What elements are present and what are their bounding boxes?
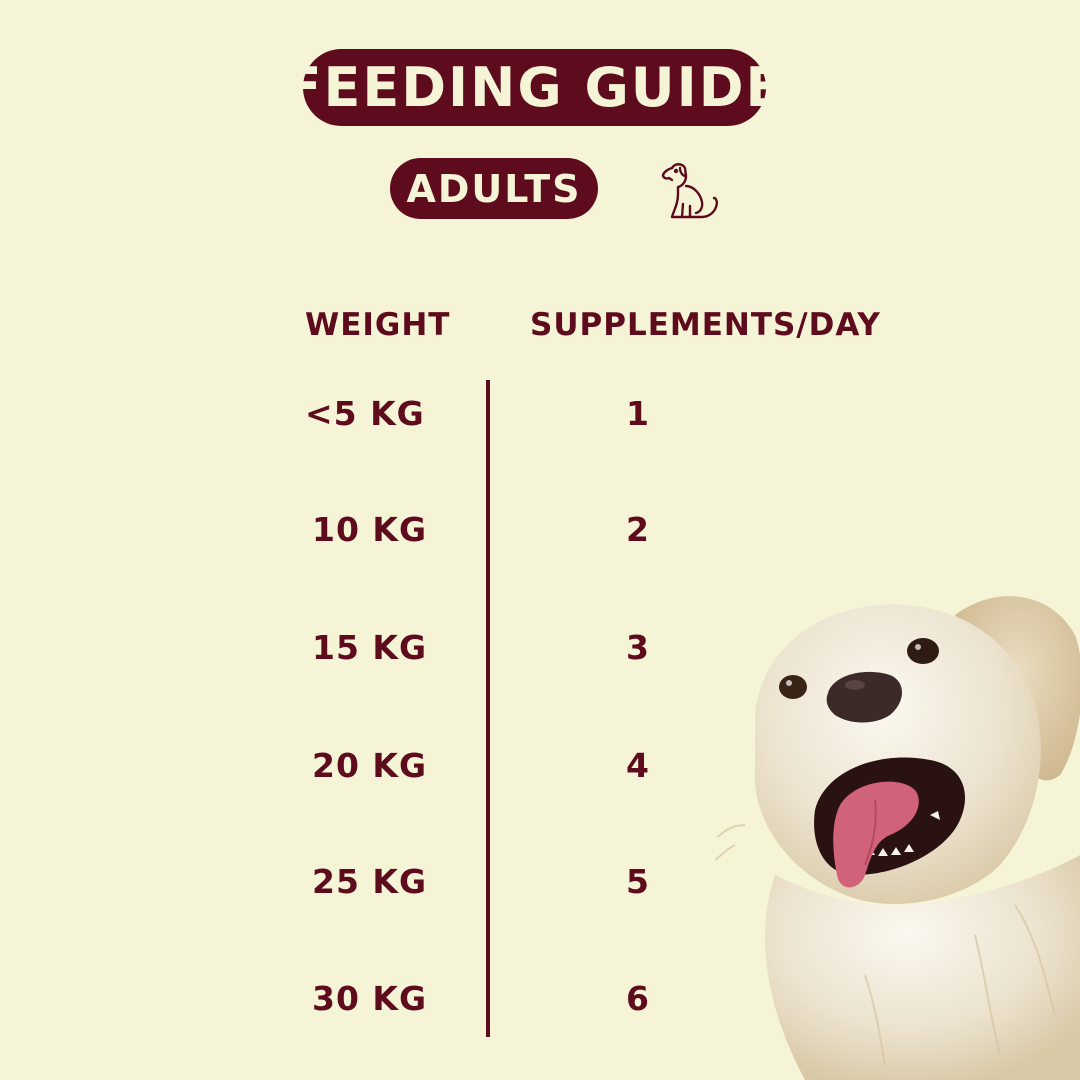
golden-retriever-photo [715, 596, 1080, 1080]
audience-badge: ADULTS [390, 158, 598, 219]
page-title-text: FEEDING GUIDE [284, 56, 785, 119]
supplements-cell: 5 [626, 862, 650, 901]
sitting-dog-icon [661, 163, 719, 219]
supplements-cell: 3 [626, 628, 650, 667]
column-header-supplements: SUPPLEMENTS/DAY [530, 307, 881, 343]
column-divider [486, 380, 490, 1037]
column-header-weight: WEIGHT [305, 307, 451, 343]
supplements-cell: 4 [626, 746, 650, 785]
page-title: FEEDING GUIDE [285, 49, 782, 126]
weight-cell: 30 KG [312, 979, 428, 1018]
supplements-cell: 6 [626, 979, 650, 1018]
audience-badge-text: ADULTS [406, 166, 582, 211]
weight-cell: 20 KG [312, 746, 428, 785]
weight-cell: 25 KG [312, 862, 428, 901]
weight-cell: 10 KG [312, 510, 428, 549]
supplements-cell: 2 [626, 510, 650, 549]
weight-cell: <5 KG [305, 394, 425, 433]
weight-cell: 15 KG [312, 628, 428, 667]
supplements-cell: 1 [626, 394, 650, 433]
